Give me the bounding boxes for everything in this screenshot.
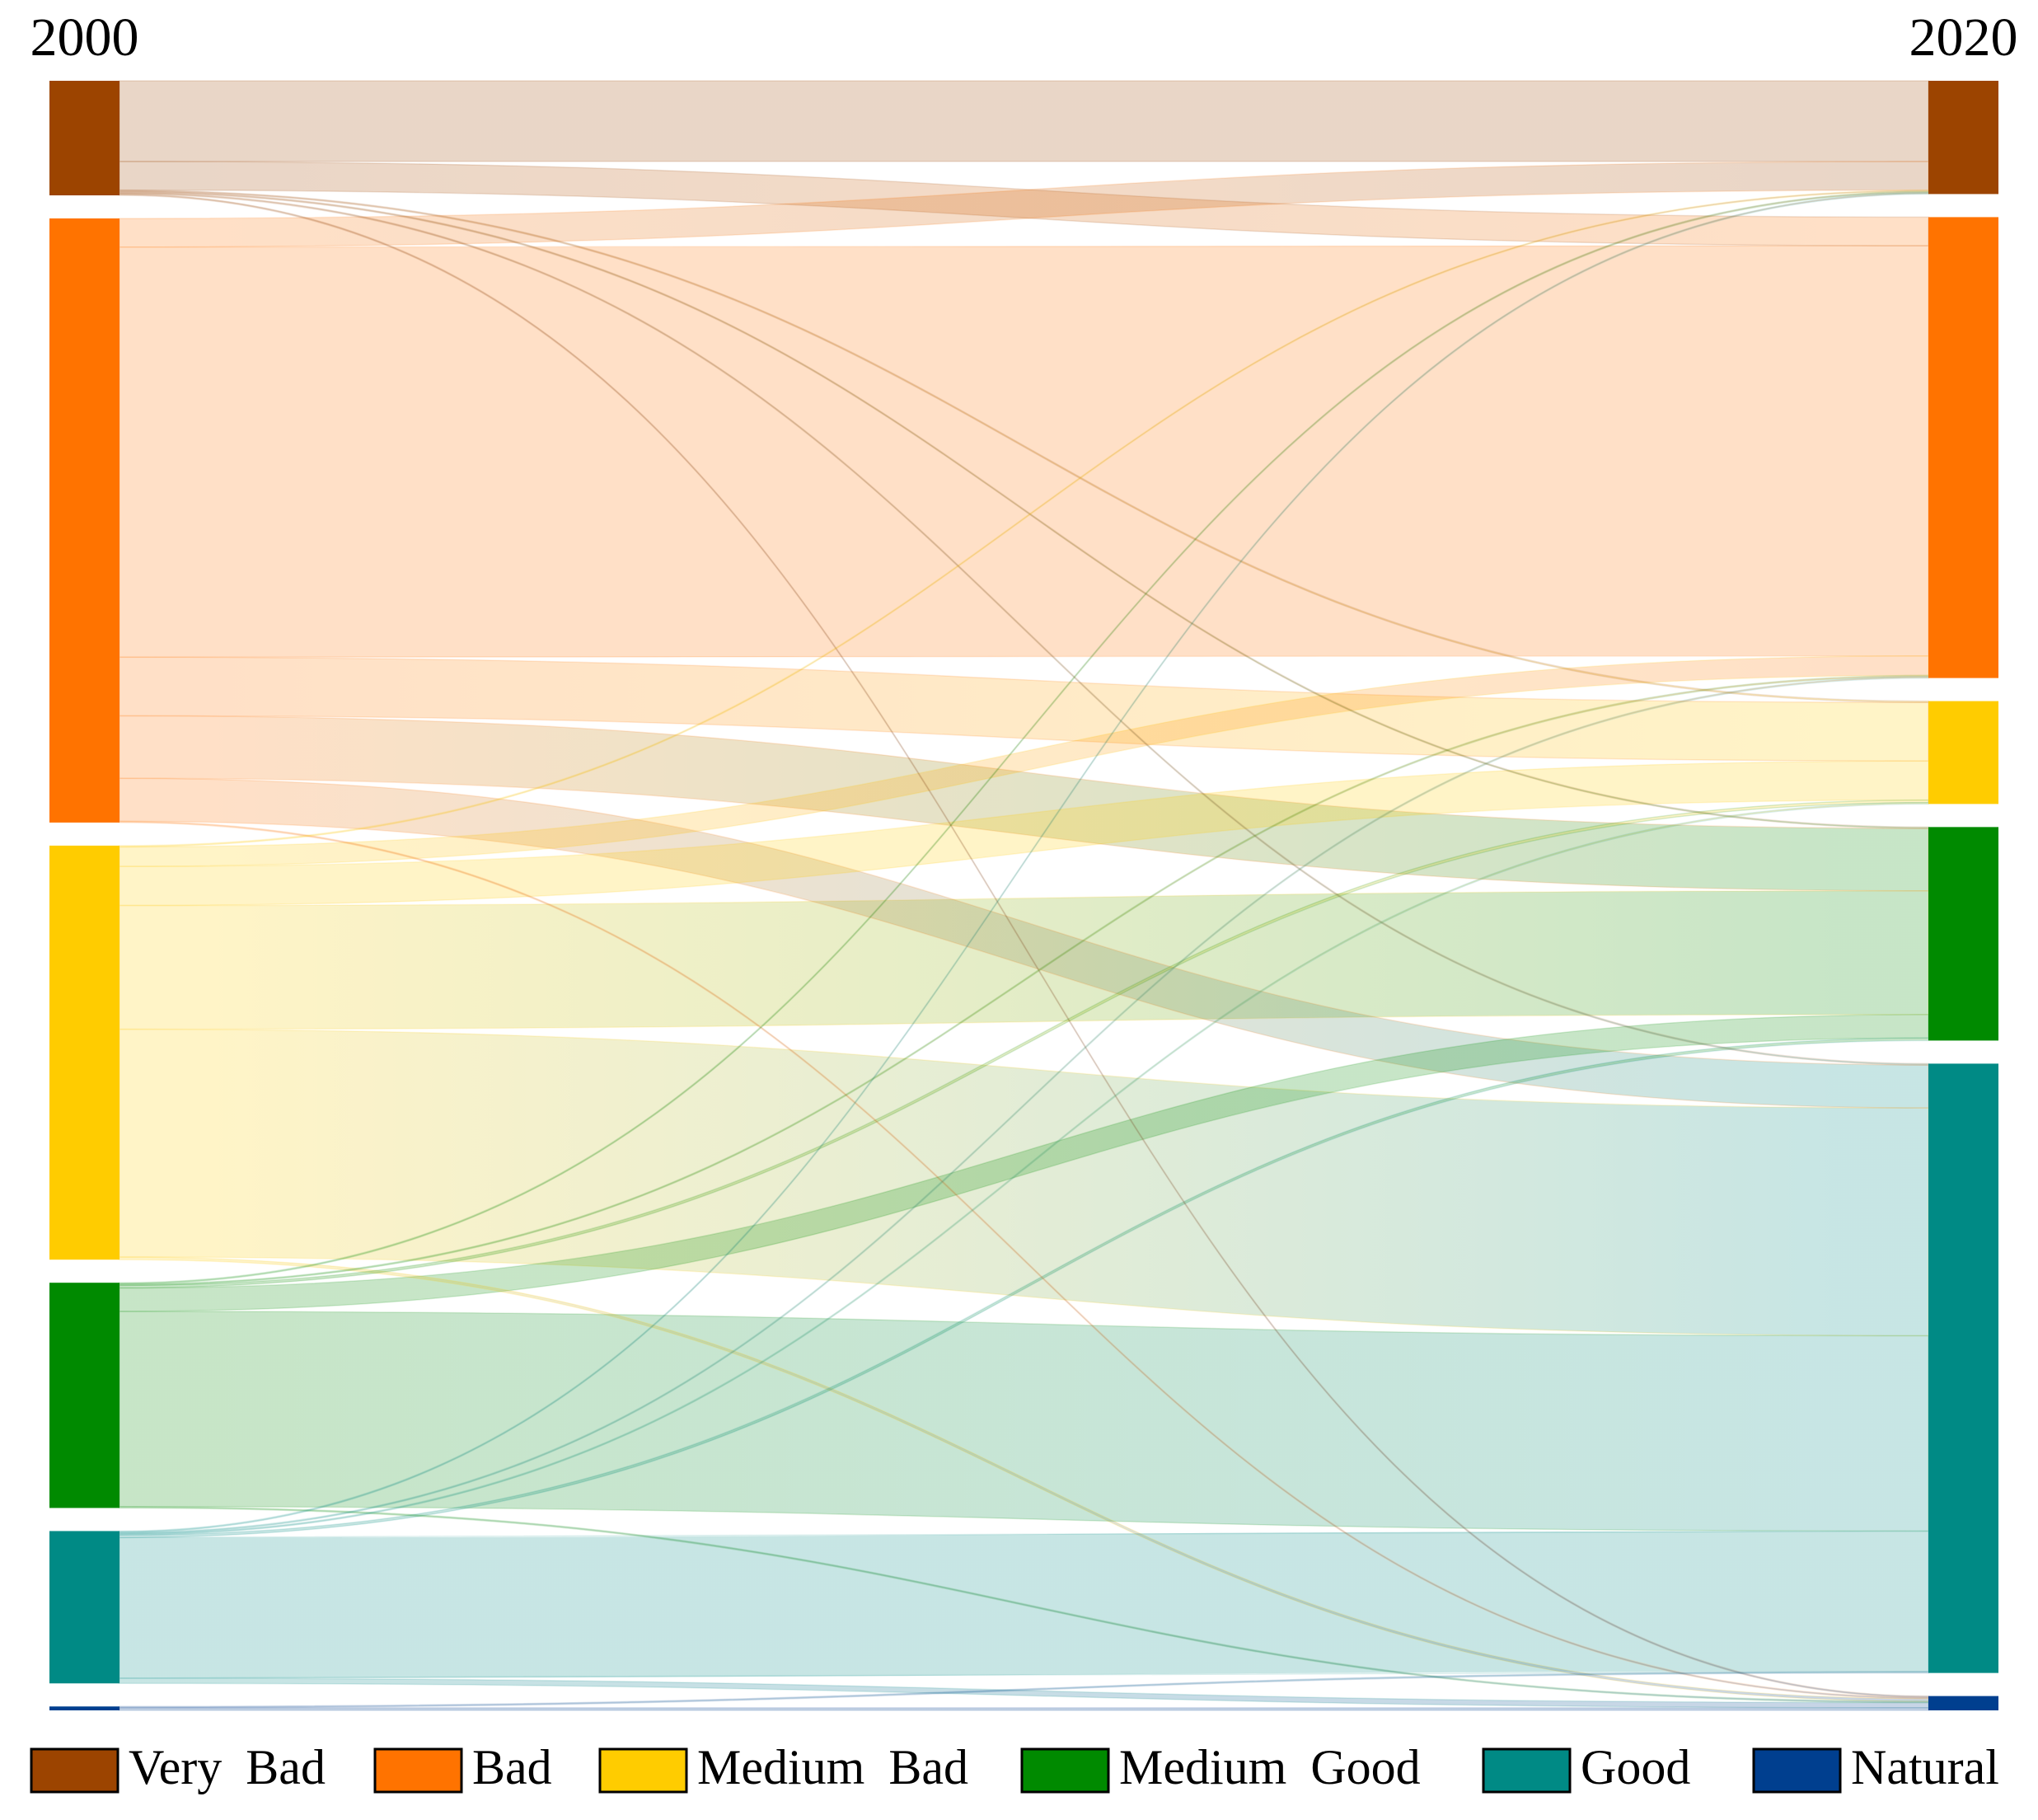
labels: 2000 2020: [30, 7, 2018, 68]
link: [119, 245, 1929, 659]
column-label: 2020: [1909, 7, 2018, 68]
link: [119, 1311, 1929, 1532]
link: [119, 1671, 1929, 1709]
links: [119, 80, 1929, 1711]
link: [119, 80, 1929, 162]
legend: Very Bad Bad Medium Bad Medium Good Good Natu…: [30, 1740, 1999, 1794]
legend-swatch: [1482, 1747, 1572, 1794]
node: [49, 218, 119, 823]
node: [49, 845, 119, 1260]
legend-label: Very Bad: [129, 1740, 326, 1794]
legend-swatch: [30, 1747, 119, 1794]
node: [1928, 827, 1998, 1041]
link: [119, 192, 1929, 1533]
node: [1928, 1696, 1998, 1710]
node: [49, 1706, 119, 1710]
legend-label: Medium Good: [1119, 1740, 1421, 1794]
legend-swatch: [373, 1747, 463, 1794]
legend-swatch: [1020, 1747, 1110, 1794]
link: [119, 1677, 1929, 1709]
nodes: [49, 81, 1998, 1710]
link: [119, 802, 1929, 1536]
node: [49, 1531, 119, 1684]
column-label: 2000: [30, 7, 139, 68]
node: [1928, 217, 1998, 678]
legend-label: Medium Bad: [697, 1740, 968, 1794]
node: [49, 81, 119, 195]
legend-label: Good: [1581, 1740, 1690, 1794]
node: [49, 1283, 119, 1508]
legend-label: Natural: [1851, 1740, 1999, 1794]
node: [1928, 1063, 1998, 1673]
link: [119, 1707, 1929, 1711]
legend-swatch: [598, 1747, 688, 1794]
legend-swatch: [1752, 1747, 1842, 1794]
node: [1928, 701, 1998, 804]
legend-label: Bad: [472, 1740, 552, 1794]
node: [1928, 81, 1998, 195]
